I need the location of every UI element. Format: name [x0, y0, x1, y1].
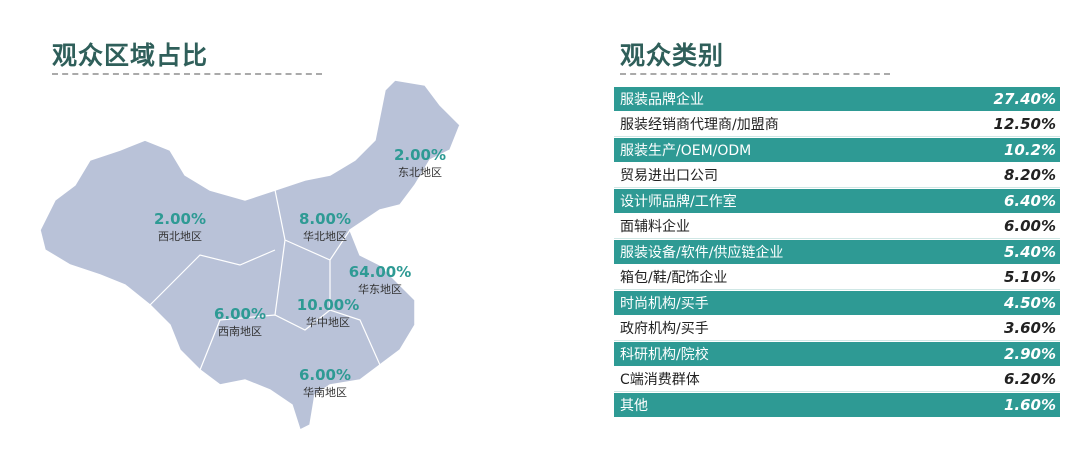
region-title-divider [52, 73, 322, 75]
region-northwest: 2.00% 西北地区 [154, 210, 206, 244]
category-value: 8.20% [1003, 166, 1056, 184]
category-value: 3.60% [1003, 319, 1056, 337]
category-label: 服装生产/OEM/ODM [620, 143, 752, 159]
region-name: 华东地区 [357, 283, 402, 296]
category-row: 时尚机构/买手 4.50% [614, 291, 1060, 315]
category-row: 服装设备/软件/供应链企业 5.40% [614, 240, 1060, 264]
category-label: 设计师品牌/工作室 [620, 194, 737, 210]
category-row: 设计师品牌/工作室 6.40% [614, 189, 1060, 213]
category-value: 5.40% [1003, 243, 1056, 261]
region-east: 64.00% 华东地区 [349, 263, 411, 297]
category-value: 5.10% [1003, 268, 1056, 286]
category-value: 10.2% [1003, 141, 1056, 159]
category-table: 服装品牌企业 27.40% 服装经销商代理商/加盟商 12.50% 服装生产/OEM/O… [614, 87, 1060, 419]
category-label: 其他 [620, 398, 648, 414]
china-map [39, 80, 461, 432]
category-row: 服装生产/OEM/ODM 10.2% [614, 138, 1060, 162]
category-label: 服装经销商代理商/加盟商 [620, 117, 779, 133]
category-title-divider [620, 73, 890, 75]
region-name: 华中地区 [305, 316, 350, 329]
category-label: 科研机构/院校 [620, 347, 709, 363]
region-central: 10.00% 华中地区 [297, 296, 359, 330]
category-value: 1.60% [1003, 396, 1056, 414]
region-north: 8.00% 华北地区 [299, 210, 351, 244]
region-value: 8.00% [298, 210, 352, 228]
category-label: 贸易进出口公司 [620, 168, 718, 184]
category-value: 2.90% [1003, 345, 1056, 363]
category-value: 4.50% [1003, 294, 1056, 312]
category-row: C端消费群体 6.20% [614, 368, 1060, 392]
category-label: 箱包/鞋/配饰企业 [620, 270, 728, 286]
category-value: 12.50% [993, 115, 1056, 133]
region-value: 2.00% [393, 146, 447, 164]
region-name: 华南地区 [302, 386, 347, 399]
category-label: 政府机构/买手 [620, 321, 709, 337]
category-row: 箱包/鞋/配饰企业 5.10% [614, 266, 1060, 290]
category-row: 贸易进出口公司 8.20% [614, 164, 1060, 188]
category-value: 6.00% [1003, 217, 1056, 235]
region-value: 6.00% [213, 305, 267, 323]
category-value: 6.20% [1003, 370, 1056, 388]
region-southwest: 6.00% 西南地区 [214, 305, 266, 339]
region-title: 观众区域占比 [52, 41, 209, 70]
category-row: 其他 1.60% [614, 393, 1060, 417]
region-south: 6.00% 华南地区 [299, 366, 351, 400]
region-name: 西北地区 [157, 230, 202, 243]
category-value: 6.40% [1003, 192, 1056, 210]
category-label: 服装品牌企业 [620, 92, 704, 108]
category-label: 面辅料企业 [620, 219, 690, 235]
region-value: 2.00% [153, 210, 207, 228]
category-row: 服装品牌企业 27.40% [614, 87, 1060, 111]
category-value: 27.40% [993, 90, 1056, 108]
region-northeast: 2.00% 东北地区 [394, 146, 446, 180]
category-label: 服装设备/软件/供应链企业 [620, 245, 784, 261]
category-row: 科研机构/院校 2.90% [614, 342, 1060, 366]
region-value: 10.00% [296, 296, 360, 314]
category-row: 政府机构/买手 3.60% [614, 317, 1060, 341]
region-value: 6.00% [298, 366, 352, 384]
category-label: 时尚机构/买手 [620, 296, 709, 312]
category-row: 服装经销商代理商/加盟商 12.50% [614, 113, 1060, 137]
category-label: C端消费群体 [620, 372, 700, 388]
region-name: 东北地区 [397, 166, 442, 179]
region-name: 西南地区 [217, 325, 262, 338]
category-title: 观众类别 [620, 41, 725, 70]
category-row: 面辅料企业 6.00% [614, 215, 1060, 239]
region-value: 64.00% [348, 263, 412, 281]
region-name: 华北地区 [302, 230, 347, 243]
